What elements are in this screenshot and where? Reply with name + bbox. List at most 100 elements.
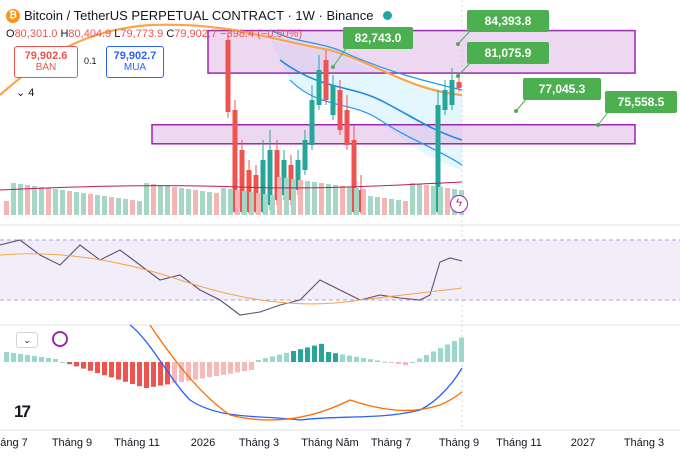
macd-hist-bar — [228, 362, 233, 374]
candle-body — [246, 170, 252, 212]
close-value: 79,902.7 — [174, 28, 218, 40]
candle-body — [225, 40, 231, 112]
macd-hist-bar — [410, 362, 415, 363]
volume-bar — [333, 185, 338, 215]
x-tick-label: 2026 — [191, 437, 215, 449]
macd-hist-bar — [424, 355, 429, 362]
macd-hist-bar — [95, 362, 100, 373]
sell-button[interactable]: 79,902.6 BÁN — [14, 46, 78, 78]
rsi-line — [0, 239, 463, 316]
candle-body — [260, 160, 266, 212]
volume-bar — [270, 195, 275, 215]
volume-bar — [11, 183, 16, 215]
volume-bar — [417, 184, 422, 215]
volume-bar — [151, 184, 156, 215]
symbol-title[interactable]: Bitcoin / TetherUS PERPETUAL CONTRACT · … — [24, 8, 374, 23]
bolt-icon[interactable]: ϟ — [450, 195, 468, 213]
volume-bar — [158, 185, 163, 215]
volume-bar — [263, 194, 268, 215]
macd-hist-bar — [277, 354, 282, 362]
macd-hist-bar — [459, 337, 464, 362]
macd-hist-bar — [151, 362, 156, 387]
macd-hist-bar — [235, 362, 240, 373]
indicators-toggle[interactable]: ⌄ 4 — [16, 86, 34, 99]
macd-hist-bar — [130, 362, 135, 384]
volume-bar — [179, 188, 184, 215]
volume-bar — [18, 184, 23, 215]
refresh-icon[interactable] — [52, 331, 68, 347]
volume-bar — [438, 187, 443, 215]
volume-bar — [375, 197, 380, 215]
volume-bar — [186, 189, 191, 215]
callout-label: 84,393.8 — [485, 14, 532, 28]
volume-bar — [319, 183, 324, 215]
buy-button[interactable]: 79,902.7 MUA — [106, 46, 164, 78]
sell-price: 79,902.6 — [24, 50, 68, 62]
macd-hist-bar — [361, 358, 366, 362]
volume-bar — [102, 196, 107, 215]
volume-bar — [256, 193, 261, 215]
volume-bar — [109, 197, 114, 215]
sell-label: BÁN — [35, 62, 57, 73]
macd-hist-bar — [186, 362, 191, 381]
macd-hist-bar — [305, 347, 310, 362]
buy-price: 79,902.7 — [113, 50, 157, 62]
volume-bar — [382, 198, 387, 215]
callout-anchor — [514, 109, 518, 113]
callout-anchor — [596, 123, 600, 127]
volume-bar — [354, 188, 359, 215]
macd-hist-bar — [88, 362, 93, 371]
indicator-count: 4 — [28, 87, 35, 99]
volume-bar — [200, 191, 205, 215]
volume-bar — [95, 195, 100, 215]
macd-hist-bar — [333, 353, 338, 362]
bb-upper-line — [269, 29, 463, 91]
x-tick-label: Tháng Năm — [301, 437, 358, 449]
macd-hist-bar — [81, 362, 86, 369]
callout-box — [467, 10, 549, 32]
volume-bar — [312, 182, 317, 215]
candle-body — [435, 105, 441, 212]
volume-bar — [228, 189, 233, 215]
x-tick-label: Tháng 9 — [439, 437, 479, 449]
volume-bar — [368, 196, 373, 215]
volume-bar — [291, 179, 296, 215]
chevron-down-icon: ⌄ — [16, 87, 26, 99]
buy-label: MUA — [123, 62, 147, 73]
macd-hist-bar — [200, 362, 205, 379]
macd-hist-bar — [25, 355, 30, 362]
x-tick-label: Tháng 9 — [52, 437, 92, 449]
macd-hist-bar — [60, 362, 65, 363]
volume-bar — [137, 201, 142, 215]
volume-bar — [298, 180, 303, 215]
candle-body — [449, 80, 455, 105]
bitcoin-icon: ₿ — [6, 8, 20, 23]
callout-box — [523, 78, 601, 100]
callout-box — [467, 42, 549, 64]
macd-signal-line — [149, 324, 463, 421]
macd-hist-bar — [340, 354, 345, 362]
volume-bar — [81, 193, 86, 215]
volume-bar — [326, 184, 331, 215]
candle-body — [232, 110, 238, 212]
callout-connector — [332, 46, 348, 68]
macd-hist-bar — [438, 348, 443, 362]
callout-box — [605, 91, 677, 113]
x-tick-label: áng 7 — [0, 437, 28, 449]
candle-body — [239, 150, 245, 212]
macd-hist-bar — [326, 352, 331, 362]
macd-hist-bar — [368, 359, 373, 362]
volume-bar — [165, 186, 170, 215]
open-value: 80,301.0 — [14, 28, 58, 40]
callout-connector — [515, 97, 528, 112]
volume-bar — [431, 186, 436, 215]
volume-bar — [214, 193, 219, 215]
volume-bar — [284, 178, 289, 215]
indicator-collapse-button[interactable]: ⌄ — [16, 332, 38, 348]
callout-anchor — [331, 65, 335, 69]
callout-label: 75,558.5 — [618, 95, 665, 109]
volume-bar — [116, 198, 121, 215]
x-tick-label: Tháng 11 — [114, 437, 160, 449]
macd-hist-bar — [452, 341, 457, 362]
